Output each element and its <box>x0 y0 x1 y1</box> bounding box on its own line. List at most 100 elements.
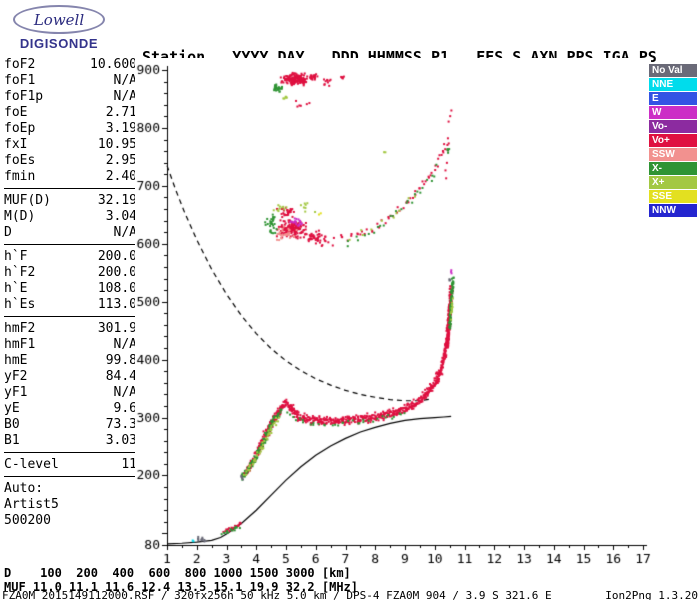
param-value: N/A <box>113 73 137 88</box>
param-label: D <box>4 225 12 240</box>
param-value: N/A <box>113 337 137 352</box>
legend-item-e: E <box>649 92 697 105</box>
param-row: hmF2 301.9 <box>4 321 137 337</box>
param-row: fmin 2.40 <box>4 169 137 185</box>
param-value: 2.40 <box>105 169 137 184</box>
param-row: foF1 N/A <box>4 73 137 89</box>
param-label: foE <box>4 105 28 120</box>
param-row: h`F 200.0 <box>4 249 137 265</box>
param-label: foF1 <box>4 73 36 88</box>
param-label: fxI <box>4 137 28 152</box>
doppler-direction-legend: No Val NNE E W Vo- Vo+ SSW X- X+ SSE NNW <box>649 64 697 218</box>
param-row: Auto: <box>4 481 137 497</box>
param-row: B0 73.3 <box>4 417 137 433</box>
param-label: C-level <box>4 457 59 472</box>
param-label: h`F2 <box>4 265 36 280</box>
param-row: MUF(D) 32.19 <box>4 193 137 209</box>
legend-item-sse: SSE <box>649 190 697 203</box>
param-value: 3.04 <box>105 209 137 224</box>
param-row: foEs 2.95 <box>4 153 137 169</box>
param-label: Auto: <box>4 481 44 496</box>
param-label: foEp <box>4 121 36 136</box>
legend-item-x-: X- <box>649 162 697 175</box>
param-label: yE <box>4 401 20 416</box>
param-label: B0 <box>4 417 20 432</box>
param-value: 10.95 <box>97 137 137 152</box>
program-version: Ion2Png 1.3.20 <box>605 589 698 600</box>
param-label: hmE <box>4 353 28 368</box>
param-value: 113.0 <box>97 297 137 312</box>
param-row: C-level 11 <box>4 457 137 473</box>
param-label: foF2 <box>4 57 36 72</box>
param-value: 9.6 <box>113 401 137 416</box>
param-row: foE 2.71 <box>4 105 137 121</box>
lowell-logo-oval: Lowell <box>13 5 105 34</box>
ionogram-plot <box>135 58 651 565</box>
param-label: h`F <box>4 249 28 264</box>
param-label: yF2 <box>4 369 28 384</box>
param-row: 500200 <box>4 513 137 529</box>
param-label: h`Es <box>4 297 36 312</box>
param-label: fmin <box>4 169 36 184</box>
panel-separator <box>4 476 137 477</box>
param-value: 3.19 <box>105 121 137 136</box>
param-label: foF1p <box>4 89 44 104</box>
panel-separator <box>4 452 137 453</box>
param-row: yF2 84.4 <box>4 369 137 385</box>
legend-item-nne: NNE <box>649 78 697 91</box>
panel-separator <box>4 244 137 245</box>
param-row: foF1p N/A <box>4 89 137 105</box>
param-value: N/A <box>113 385 137 400</box>
param-label: foEs <box>4 153 36 168</box>
distance-row: D 100 200 400 600 800 1000 1500 3000 [km… <box>4 566 351 580</box>
param-value: N/A <box>113 225 137 240</box>
param-row: yE 9.6 <box>4 401 137 417</box>
param-value: 99.8 <box>105 353 137 368</box>
legend-item-w: W <box>649 106 697 119</box>
legend-item-nnw: NNW <box>649 204 697 217</box>
param-row: h`Es 113.0 <box>4 297 137 313</box>
file-info-text: FZA0M_2015149112000.RSF / 320fx256h 50 k… <box>2 589 552 600</box>
param-value: 84.4 <box>105 369 137 384</box>
lowell-digisonde-logo: Lowell DIGISONDE <box>8 5 110 51</box>
legend-item-no-val: No Val <box>649 64 697 77</box>
param-row: B1 3.03 <box>4 433 137 449</box>
param-row: M(D) 3.04 <box>4 209 137 225</box>
param-value: 2.95 <box>105 153 137 168</box>
legend-item-vo-: Vo- <box>649 120 697 133</box>
file-info-row: FZA0M_2015149112000.RSF / 320fx256h 50 k… <box>2 589 698 600</box>
param-label: h`E <box>4 281 28 296</box>
panel-separator <box>4 316 137 317</box>
param-label: M(D) <box>4 209 36 224</box>
legend-item-vo+: Vo+ <box>649 134 697 147</box>
param-row: foF2 10.600 <box>4 57 137 73</box>
param-value: 301.9 <box>97 321 137 336</box>
param-value: 73.3 <box>105 417 137 432</box>
lowell-logo-text: Lowell <box>33 10 85 29</box>
param-value: 10.600 <box>90 57 137 72</box>
param-row: h`F2 200.0 <box>4 265 137 281</box>
legend-item-x+: X+ <box>649 176 697 189</box>
param-value: 32.19 <box>97 193 137 208</box>
param-label: 500200 <box>4 513 51 528</box>
param-row: hmE 99.8 <box>4 353 137 369</box>
param-label: hmF2 <box>4 321 36 336</box>
param-value: N/A <box>113 89 137 104</box>
param-row: D N/A <box>4 225 137 241</box>
param-label: Artist5 <box>4 497 59 512</box>
param-label: hmF1 <box>4 337 36 352</box>
param-row: foEp 3.19 <box>4 121 137 137</box>
param-label: yF1 <box>4 385 28 400</box>
digisonde-wordmark: DIGISONDE <box>19 36 99 51</box>
param-row: Artist5 <box>4 497 137 513</box>
param-label: B1 <box>4 433 20 448</box>
param-value: 200.0 <box>97 265 137 280</box>
param-row: fxI 10.95 <box>4 137 137 153</box>
param-value: 108.0 <box>97 281 137 296</box>
param-value: 11 <box>121 457 137 472</box>
param-label: MUF(D) <box>4 193 51 208</box>
param-value: 200.0 <box>97 249 137 264</box>
param-value: 3.03 <box>105 433 137 448</box>
legend-item-ssw: SSW <box>649 148 697 161</box>
